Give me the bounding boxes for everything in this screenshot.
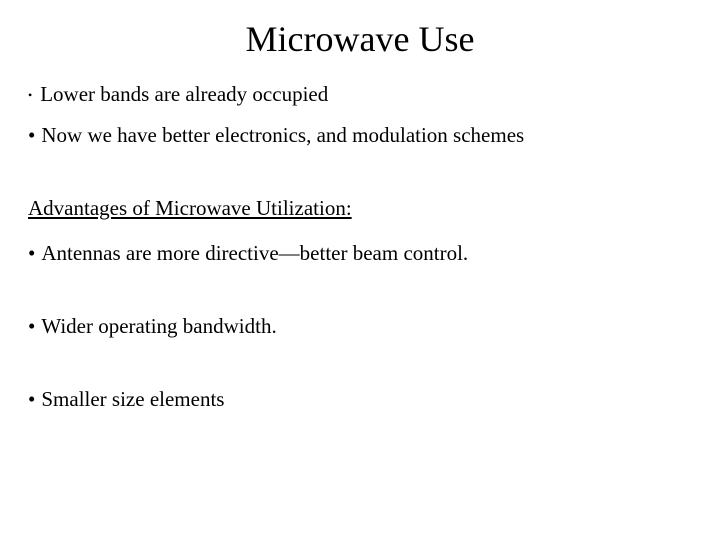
advantage-item: • Smaller size elements [28, 387, 692, 412]
section-heading: Advantages of Microwave Utilization: [28, 196, 692, 221]
bullet-dot-icon: • [28, 314, 35, 339]
bullet-text: Now we have better electronics, and modu… [41, 123, 524, 148]
advantage-text: Smaller size elements [41, 387, 224, 412]
bullet-dot-icon: • [28, 241, 35, 266]
advantage-text: Antennas are more directive—better beam … [41, 241, 468, 266]
slide-title: Microwave Use [28, 18, 692, 60]
bullet-dot-icon: • [28, 88, 32, 103]
bullet-text: Lower bands are already occupied [40, 82, 328, 107]
advantage-text: Wider operating bandwidth. [41, 314, 276, 339]
bullet-dot-icon: • [28, 123, 35, 148]
bullet-dot-icon: • [28, 387, 35, 412]
bullet-item: • Now we have better electronics, and mo… [28, 123, 692, 148]
advantage-item: • Wider operating bandwidth. [28, 314, 692, 339]
bullet-item: • Lower bands are already occupied [28, 82, 692, 107]
advantage-item: • Antennas are more directive—better bea… [28, 241, 692, 266]
